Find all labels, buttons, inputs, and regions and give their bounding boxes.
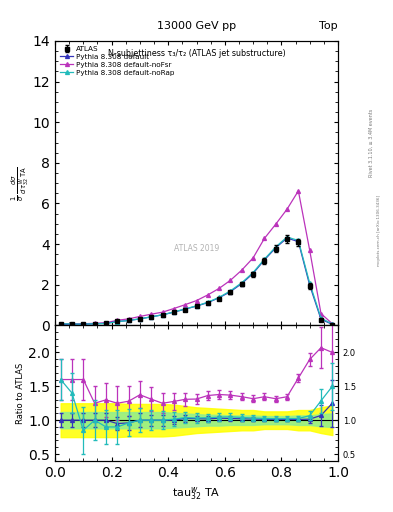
Pythia 8.308 default-noRap (70, 321, 74, 327)
Pythia 8.308 default-noFsr (183, 302, 187, 308)
Pythia 8.308 default-noRap (251, 269, 255, 275)
Pythia 8.308 default-noRap (262, 256, 267, 262)
Pythia 8.308 default-noFsr (262, 236, 267, 242)
Pythia 8.308 default-noFsr (274, 221, 278, 227)
Pythia 8.308 default-noFsr (217, 285, 222, 291)
Pythia 8.308 default-noFsr (126, 316, 131, 322)
Pythia 8.308 default-noFsr (70, 321, 74, 327)
Pythia 8.308 default-noRap (319, 315, 323, 321)
Y-axis label: $\frac{1}{\sigma}\,\frac{d\sigma}{d\,\tau_{32}^{W}\,\mathrm{TA}}$: $\frac{1}{\sigma}\,\frac{d\sigma}{d\,\ta… (9, 166, 31, 201)
Pythia 8.308 default-noFsr (239, 267, 244, 273)
Line: Pythia 8.308 default-noRap: Pythia 8.308 default-noRap (59, 235, 334, 326)
Pythia 8.308 default-noRap (239, 280, 244, 286)
Pythia 8.308 default-noRap (217, 294, 222, 301)
Pythia 8.308 default-noRap (115, 318, 119, 325)
Pythia 8.308 default-noRap (206, 299, 210, 305)
Pythia 8.308 default-noFsr (319, 310, 323, 316)
Legend: ATLAS, Pythia 8.308 default, Pythia 8.308 default-noFsr, Pythia 8.308 default-no: ATLAS, Pythia 8.308 default, Pythia 8.30… (57, 43, 177, 78)
Pythia 8.308 default-noFsr (194, 297, 199, 304)
Pythia 8.308 default (126, 317, 131, 324)
Text: Rivet 3.1.10, ≥ 3.4M events: Rivet 3.1.10, ≥ 3.4M events (369, 109, 374, 178)
Text: ATLAS 2019: ATLAS 2019 (174, 244, 219, 253)
Pythia 8.308 default-noFsr (81, 321, 86, 327)
Pythia 8.308 default-noRap (104, 321, 108, 327)
Pythia 8.308 default-noFsr (104, 319, 108, 326)
Pythia 8.308 default (239, 281, 244, 287)
Pythia 8.308 default-noRap (285, 234, 289, 240)
Pythia 8.308 default-noRap (183, 306, 187, 312)
Pythia 8.308 default (206, 300, 210, 306)
Pythia 8.308 default-noFsr (58, 321, 63, 327)
Pythia 8.308 default-noRap (58, 321, 63, 327)
Pythia 8.308 default-noRap (149, 314, 154, 320)
Pythia 8.308 default-noFsr (228, 277, 233, 283)
Pythia 8.308 default-noFsr (307, 247, 312, 253)
Pythia 8.308 default (217, 295, 222, 301)
Pythia 8.308 default (194, 303, 199, 309)
Text: 13000 GeV pp: 13000 GeV pp (157, 21, 236, 31)
Pythia 8.308 default (296, 239, 301, 245)
Pythia 8.308 default-noRap (296, 238, 301, 244)
Pythia 8.308 default (330, 322, 335, 328)
Pythia 8.308 default (171, 309, 176, 315)
Pythia 8.308 default (92, 321, 97, 327)
Pythia 8.308 default-noFsr (138, 313, 142, 319)
Pythia 8.308 default (262, 257, 267, 263)
Pythia 8.308 default (285, 235, 289, 241)
Text: Top: Top (320, 21, 338, 31)
Pythia 8.308 default-noFsr (296, 188, 301, 194)
Pythia 8.308 default (149, 314, 154, 320)
Pythia 8.308 default-noRap (160, 312, 165, 318)
Pythia 8.308 default (183, 306, 187, 312)
Pythia 8.308 default (70, 322, 74, 328)
Pythia 8.308 default-noRap (81, 321, 86, 327)
Pythia 8.308 default-noRap (92, 321, 97, 327)
Y-axis label: Ratio to ATLAS: Ratio to ATLAS (17, 362, 26, 424)
Pythia 8.308 default-noRap (194, 303, 199, 309)
Pythia 8.308 default-noFsr (171, 306, 176, 312)
Pythia 8.308 default (274, 245, 278, 251)
Pythia 8.308 default (58, 322, 63, 328)
Pythia 8.308 default-noFsr (149, 311, 154, 317)
Pythia 8.308 default-noRap (274, 244, 278, 250)
Pythia 8.308 default-noRap (307, 280, 312, 286)
Pythia 8.308 default-noRap (171, 309, 176, 315)
Pythia 8.308 default-noFsr (160, 309, 165, 315)
Pythia 8.308 default (104, 321, 108, 327)
Pythia 8.308 default-noFsr (285, 206, 289, 212)
Pythia 8.308 default (115, 318, 119, 325)
Pythia 8.308 default-noFsr (206, 292, 210, 298)
Pythia 8.308 default-noFsr (115, 317, 119, 324)
Pythia 8.308 default-noFsr (92, 321, 97, 327)
Pythia 8.308 default-noFsr (251, 255, 255, 261)
Pythia 8.308 default-noRap (228, 288, 233, 294)
Pythia 8.308 default-noRap (330, 321, 335, 327)
Pythia 8.308 default-noFsr (330, 321, 335, 327)
Text: N-subjettiness τ₃/τ₂ (ATLAS jet substructure): N-subjettiness τ₃/τ₂ (ATLAS jet substruc… (108, 50, 285, 58)
Pythia 8.308 default (81, 322, 86, 328)
Line: Pythia 8.308 default-noFsr: Pythia 8.308 default-noFsr (59, 189, 334, 326)
Text: mcplots.cern.ch [arXiv:1306.3436]: mcplots.cern.ch [arXiv:1306.3436] (377, 195, 381, 266)
Pythia 8.308 default-noRap (126, 317, 131, 324)
Pythia 8.308 default (319, 316, 323, 323)
X-axis label: tau$^{w}_{32}$ TA: tau$^{w}_{32}$ TA (172, 485, 221, 502)
Pythia 8.308 default (138, 316, 142, 322)
Pythia 8.308 default (228, 289, 233, 295)
Pythia 8.308 default (160, 312, 165, 318)
Pythia 8.308 default (251, 270, 255, 276)
Pythia 8.308 default (307, 282, 312, 288)
Line: Pythia 8.308 default: Pythia 8.308 default (59, 236, 334, 326)
Pythia 8.308 default-noRap (138, 316, 142, 322)
